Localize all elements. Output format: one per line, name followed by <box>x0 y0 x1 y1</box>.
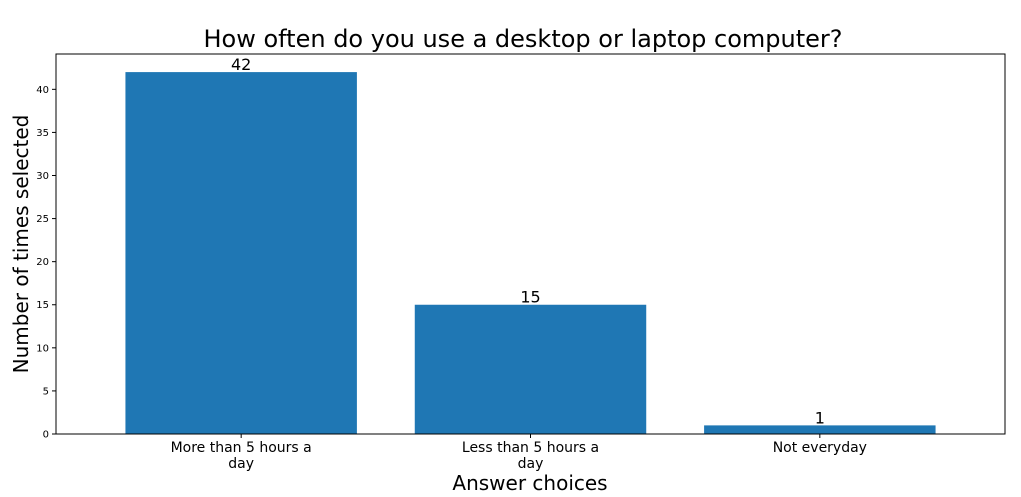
y-tick-label: 0 <box>43 430 49 441</box>
x-tick-label: Less than 5 hours a day <box>462 440 599 472</box>
y-tick-label: 25 <box>36 214 49 225</box>
bar <box>704 425 936 434</box>
bar <box>125 72 357 434</box>
y-tick-label: 15 <box>36 300 49 311</box>
x-tick-label: Not everyday <box>773 440 867 456</box>
y-tick-label: 20 <box>36 257 49 268</box>
y-axis-label: Number of times selected <box>9 115 33 374</box>
data-label: 15 <box>520 288 540 307</box>
y-tick-label: 40 <box>36 85 49 96</box>
y-tick-label: 10 <box>36 343 49 354</box>
plot-frame <box>55 53 1006 435</box>
bars-group <box>125 72 936 434</box>
y-tick-label: 35 <box>36 128 49 139</box>
data-label: 1 <box>815 408 825 427</box>
data-labels-group: 42 15 1 <box>231 55 825 427</box>
data-label: 42 <box>231 55 251 74</box>
y-axis: 0 5 10 15 20 25 30 35 40 <box>36 85 56 441</box>
bar <box>414 304 647 434</box>
y-tick-label: 30 <box>36 171 49 182</box>
chart-title: How often do you use a desktop or laptop… <box>203 25 842 53</box>
x-tick-label: More than 5 hours a day <box>171 440 312 472</box>
y-tick-label: 5 <box>43 386 49 397</box>
x-axis-label: Answer choices <box>452 471 607 495</box>
x-axis: More than 5 hours a day Less than 5 hours … <box>171 434 867 472</box>
